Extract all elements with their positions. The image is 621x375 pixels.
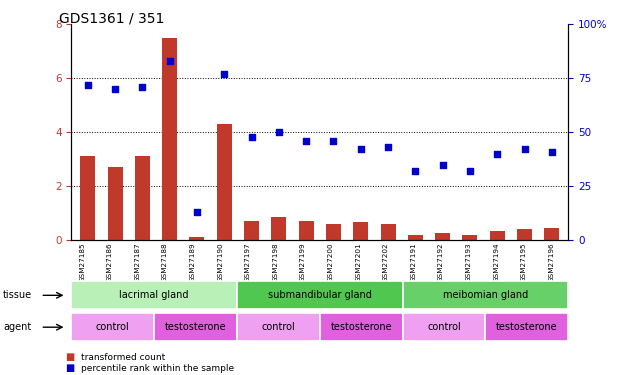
Text: GSM27187: GSM27187 <box>134 242 140 282</box>
Text: testosterone: testosterone <box>496 322 558 332</box>
Bar <box>271 217 286 240</box>
Text: GSM27199: GSM27199 <box>300 242 306 282</box>
Bar <box>326 224 341 240</box>
Bar <box>381 224 396 240</box>
Point <box>301 138 311 144</box>
Text: GSM27185: GSM27185 <box>79 242 85 282</box>
Text: meibomian gland: meibomian gland <box>443 290 528 300</box>
Bar <box>408 235 423 240</box>
Point <box>274 129 284 135</box>
Text: GSM27194: GSM27194 <box>493 242 499 282</box>
Point <box>438 162 448 168</box>
Text: GSM27202: GSM27202 <box>383 242 389 282</box>
Point <box>247 134 256 140</box>
Point <box>520 146 530 152</box>
Point <box>165 58 175 64</box>
Point <box>356 146 366 152</box>
Text: GSM27191: GSM27191 <box>410 242 417 282</box>
Point <box>492 151 502 157</box>
Bar <box>189 237 204 240</box>
Bar <box>135 156 150 240</box>
Bar <box>517 229 532 240</box>
Text: GSM27195: GSM27195 <box>521 242 527 282</box>
Point <box>329 138 338 144</box>
Text: transformed count: transformed count <box>81 352 165 362</box>
Point <box>547 148 557 154</box>
Text: agent: agent <box>3 322 31 332</box>
Text: percentile rank within the sample: percentile rank within the sample <box>81 364 234 373</box>
Text: ■: ■ <box>65 352 75 362</box>
Text: submandibular gland: submandibular gland <box>268 290 372 300</box>
Text: lacrimal gland: lacrimal gland <box>119 290 189 300</box>
Text: control: control <box>261 322 296 332</box>
Text: GSM27188: GSM27188 <box>162 242 168 282</box>
Text: GDS1361 / 351: GDS1361 / 351 <box>59 11 165 25</box>
Text: tissue: tissue <box>3 290 32 300</box>
Bar <box>80 156 95 240</box>
Point <box>383 144 393 150</box>
Point <box>137 84 147 90</box>
Bar <box>545 228 560 240</box>
Text: testosterone: testosterone <box>165 322 227 332</box>
Text: ■: ■ <box>65 363 75 373</box>
Point <box>219 71 229 77</box>
Text: GSM27190: GSM27190 <box>217 242 223 282</box>
Bar <box>299 221 314 240</box>
Text: GSM27189: GSM27189 <box>189 242 196 282</box>
Text: GSM27198: GSM27198 <box>273 242 278 282</box>
Text: testosterone: testosterone <box>330 322 392 332</box>
Point <box>465 168 475 174</box>
Point <box>83 82 93 88</box>
Point <box>192 209 202 215</box>
Bar <box>353 222 368 240</box>
Bar <box>490 231 505 240</box>
Text: GSM27201: GSM27201 <box>355 242 361 282</box>
Text: GSM27196: GSM27196 <box>548 242 555 282</box>
Text: control: control <box>427 322 461 332</box>
Text: GSM27186: GSM27186 <box>107 242 113 282</box>
Text: control: control <box>96 322 130 332</box>
Bar <box>107 167 122 240</box>
Text: GSM27200: GSM27200 <box>328 242 333 282</box>
Point <box>110 86 120 92</box>
Text: GSM27197: GSM27197 <box>245 242 251 282</box>
Text: GSM27192: GSM27192 <box>438 242 444 282</box>
Bar <box>435 233 450 240</box>
Bar <box>244 221 259 240</box>
Bar <box>217 124 232 240</box>
Bar <box>162 38 177 240</box>
Text: GSM27193: GSM27193 <box>466 242 471 282</box>
Bar <box>463 235 478 240</box>
Point <box>410 168 420 174</box>
